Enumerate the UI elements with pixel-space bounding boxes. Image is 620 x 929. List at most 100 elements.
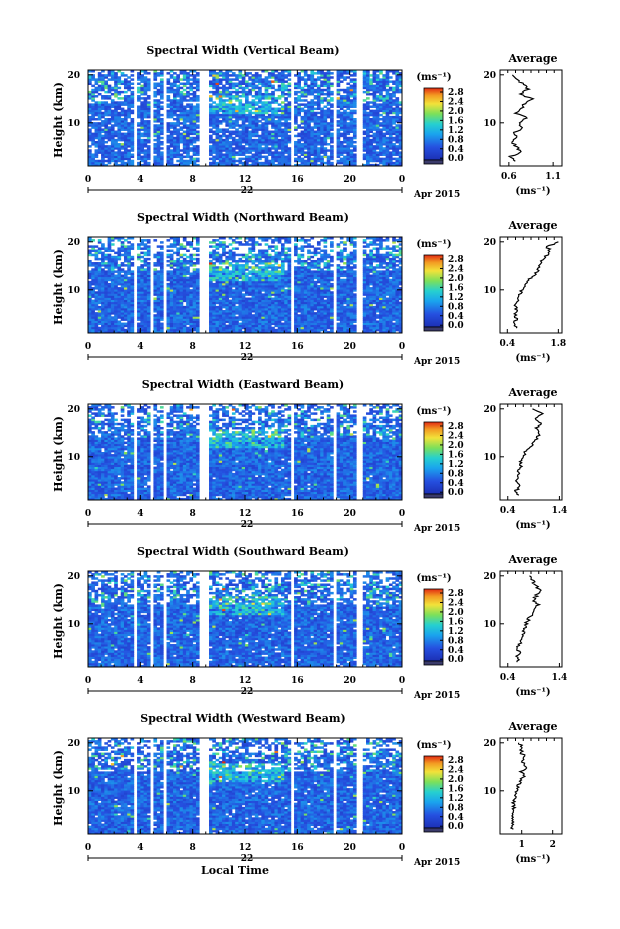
heatmap-cell [146,147,151,150]
heatmap-cell [343,145,347,148]
heatmap-cell [166,72,171,75]
heatmap-cell [117,80,122,83]
heatmap-cell [320,155,324,159]
heatmap-cell [212,157,216,161]
heatmap-cell [156,84,161,88]
heatmap-cell [254,122,259,125]
heatmap-cell [326,126,331,129]
heatmap-cell [366,122,370,125]
heatmap-cell [127,126,131,129]
heatmap-cell [97,72,102,75]
heatmap-cell [297,78,301,81]
heatmap-cell [316,76,321,79]
heatmap-cell [91,161,95,165]
heatmap-cell [398,147,403,150]
heatmap-cell [267,109,272,113]
heatmap-cell [258,147,262,150]
heatmap-cell [212,107,216,111]
heatmap-cell [222,120,226,123]
heatmap-cell [104,120,109,123]
heatmap-cell [166,95,171,98]
heatmap-cell [127,151,131,154]
heatmap-cell [179,132,184,136]
heatmap-cell [166,82,171,86]
heatmap-cell [127,122,131,125]
heatmap-cell [310,78,315,81]
heatmap-cell [284,136,288,140]
heatmap-cell [248,149,252,152]
heatmap-cell [320,128,324,131]
heatmap-cell [140,264,144,267]
colorbar-under [423,159,444,165]
heatmap-cell [140,84,144,88]
heatmap-cell [280,107,285,111]
heatmap-cell [215,74,220,77]
heatmap-cell [94,111,99,115]
heatmap-cell [375,163,380,167]
heatmap-cell [104,149,109,152]
heatmap-cell [176,147,180,150]
heatmap-cell [143,128,148,131]
heatmap-cell [264,109,269,113]
heatmap-cell [248,118,252,121]
heatmap-cell [398,145,403,148]
heatmap-cell [123,140,128,144]
heatmap-cell [107,109,112,113]
heatmap-cell [91,239,95,242]
heatmap-cell [94,105,99,108]
heatmap-cell [166,111,171,115]
heatmap-cell [189,109,194,113]
heatmap-cell [271,134,275,138]
heatmap-cell [339,126,344,129]
heatmap-cell [369,147,373,150]
heatmap-cell [228,111,233,115]
heatmap-cell [169,90,174,94]
heatmap-cell [123,74,128,77]
heatmap-cell [382,136,387,140]
heatmap-cell [218,99,223,102]
heatmap-cell [284,70,288,73]
heatmap-cell [159,130,164,134]
heatmap-cell [91,253,95,257]
heatmap-cell [182,122,187,125]
heatmap-cell [261,155,266,159]
heatmap-cell [264,92,269,96]
heatmap-cell [336,122,341,125]
heatmap-cell [159,70,164,73]
heatmap-cell [120,72,125,75]
heatmap-cell [97,109,102,113]
heatmap-cell [300,132,305,136]
heatmap-cell [271,130,275,134]
heatmap-cell [137,266,141,269]
heatmap-cell [212,159,216,163]
heatmap-cell [385,101,390,104]
heatmap-cell [395,109,400,113]
heatmap-cell [388,92,393,96]
heatmap-cell [323,134,328,138]
heatmap-cell [209,82,213,86]
heatmap-cell [101,88,105,92]
heatmap-cell [104,247,109,250]
heatmap-cell [186,126,190,129]
heatmap-cell [261,113,266,117]
heatmap-cell [169,99,174,102]
heatmap-cell [280,159,285,163]
heatmap-cell [297,124,301,127]
heatmap-cell [222,130,226,134]
heatmap-cell [117,163,122,167]
heatmap-cell [366,138,370,142]
heatmap-cell [343,138,347,142]
heatmap-cell [156,132,161,136]
heatmap-cell [343,124,347,127]
heatmap-cell [294,122,298,125]
heatmap-cell [248,82,252,86]
heatmap-cell [346,107,351,111]
heatmap-cell [127,86,131,90]
heatmap-cell [127,136,131,140]
heatmap-cell [382,84,387,88]
heatmap-cell [169,130,174,134]
heatmap-cell [209,72,213,75]
heatmap-cell [245,155,249,159]
heatmap-cell [258,88,262,92]
heatmap-cells [88,237,403,334]
